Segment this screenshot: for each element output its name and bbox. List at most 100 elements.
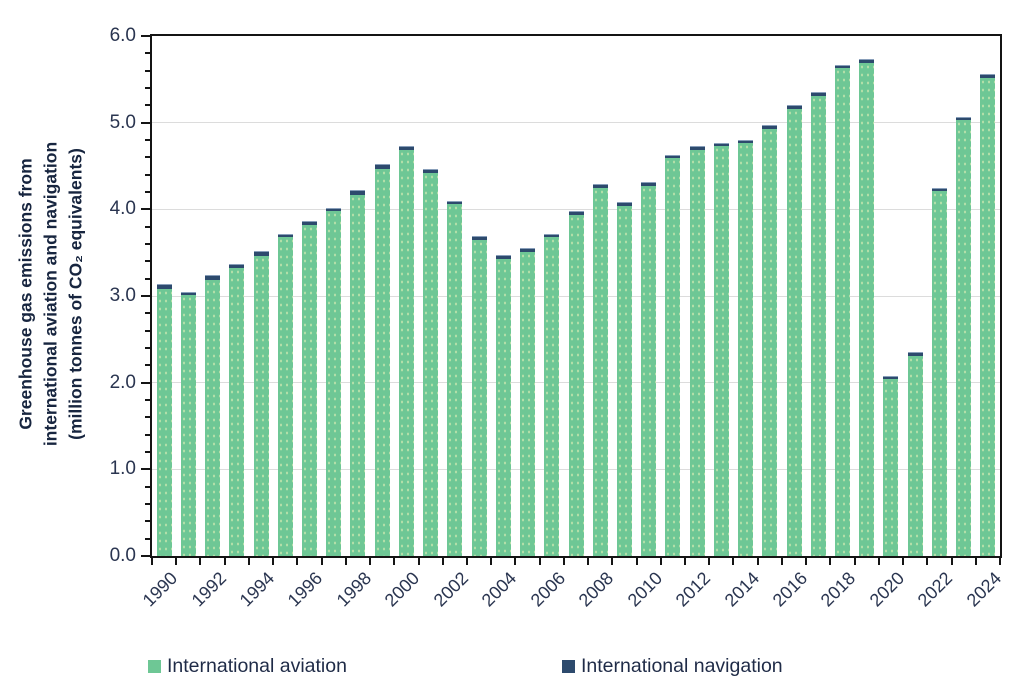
y-minor-tick-0.2 [145, 537, 150, 540]
x-tick-9 [369, 558, 372, 565]
x-tick-2 [199, 558, 202, 565]
aviation-legend-swatch [148, 659, 161, 673]
y-major-tick-5 [141, 121, 150, 124]
bar-navigation-2002 [447, 200, 463, 205]
x-tick-34 [974, 558, 977, 565]
bar-aviation-2018 [835, 68, 850, 556]
bar-aviation-2017 [810, 95, 826, 556]
x-tick-6 [296, 558, 299, 565]
x-tick-25 [756, 558, 759, 565]
x-tick-23 [708, 558, 711, 565]
y-minor-tick-5.4 [145, 87, 150, 89]
x-tick-24 [732, 558, 735, 565]
bar-navigation-2024 [980, 74, 996, 78]
y-tick-label-4.0: 4.0 [109, 198, 136, 220]
x-tick-5 [272, 558, 275, 565]
bar-navigation-2023 [956, 116, 972, 121]
x-tick-17 [562, 558, 565, 565]
bar-aviation-2003 [471, 239, 487, 556]
x-tick-label-1996: 1996 [284, 568, 327, 611]
bar-aviation-1992 [205, 279, 221, 556]
y-major-tick-3 [141, 295, 150, 297]
bar-aviation-1997 [326, 211, 342, 556]
bar-aviation-2005 [520, 251, 536, 556]
y-major-tick-2 [141, 381, 150, 384]
bar-aviation-1995 [277, 237, 293, 556]
bar-aviation-2022 [931, 191, 947, 556]
x-tick-label-2002: 2002 [429, 568, 472, 611]
bar-aviation-2011 [665, 158, 681, 556]
y-minor-tick-3.8 [145, 225, 150, 228]
bar-aviation-2006 [544, 237, 560, 556]
bar-navigation-2016 [786, 105, 802, 109]
bar-navigation-2012 [689, 146, 705, 150]
gridline-5 [152, 122, 1000, 124]
y-minor-tick-4.4 [145, 173, 150, 176]
bar-navigation-2009 [616, 202, 632, 206]
y-minor-tick-4.6 [145, 156, 150, 159]
x-tick-label-2022: 2022 [914, 568, 957, 611]
x-tick-22 [684, 558, 687, 565]
y-minor-tick-1.4 [145, 433, 150, 436]
bar-navigation-2003 [471, 236, 487, 240]
x-tick-35 [999, 558, 1001, 565]
x-tick-12 [441, 558, 444, 565]
y-major-tick-6 [141, 35, 150, 37]
x-tick-28 [829, 558, 832, 565]
x-tick-27 [805, 558, 808, 565]
x-tick-26 [780, 558, 783, 565]
x-tick-label-2012: 2012 [671, 568, 715, 611]
bar-navigation-2010 [641, 182, 657, 186]
bar-navigation-1996 [301, 221, 317, 225]
x-tick-21 [659, 558, 662, 565]
x-tick-30 [877, 558, 880, 565]
bar-aviation-2019 [859, 62, 875, 556]
y-minor-tick-2.8 [145, 312, 150, 315]
y-minor-tick-5.8 [145, 52, 150, 55]
x-tick-11 [417, 558, 420, 565]
y-minor-tick-0.6 [145, 503, 150, 505]
bar-navigation-2006 [544, 233, 560, 238]
x-tick-label-1994: 1994 [235, 568, 279, 611]
bar-navigation-2004 [495, 255, 511, 259]
x-tick-label-2018: 2018 [817, 568, 860, 611]
x-tick-label-1998: 1998 [332, 568, 376, 611]
bar-aviation-2001 [423, 172, 439, 556]
y-tick-label-5.0: 5.0 [109, 111, 136, 133]
bar-navigation-1994 [253, 250, 269, 257]
x-tick-0 [151, 558, 153, 565]
y-axis-title-line-2: international aviation and navigation [40, 141, 61, 447]
x-tick-label-2006: 2006 [526, 568, 569, 611]
bar-aviation-1998 [350, 194, 366, 556]
x-tick-29 [853, 558, 856, 565]
legend-item-aviation: International aviation [148, 655, 347, 677]
x-tick-label-1990: 1990 [138, 568, 182, 611]
y-minor-tick-1.6 [145, 416, 150, 419]
y-axis-title: Greenhouse gas emissions from internatio… [8, 34, 94, 554]
x-tick-33 [950, 558, 953, 565]
bar-navigation-1991 [180, 291, 196, 296]
y-minor-tick-3.2 [145, 277, 150, 280]
bar-navigation-1998 [350, 190, 366, 195]
x-tick-8 [344, 558, 347, 565]
y-major-tick-0 [141, 555, 150, 557]
x-tick-14 [490, 558, 493, 565]
bar-navigation-1993 [229, 263, 245, 269]
bar-aviation-2020 [883, 379, 899, 556]
y-minor-tick-0.8 [145, 485, 150, 488]
x-tick-31 [902, 558, 905, 565]
y-minor-tick-1.8 [145, 399, 150, 401]
x-tick-18 [587, 558, 590, 565]
bar-aviation-2023 [956, 120, 972, 556]
bar-aviation-1993 [229, 268, 245, 556]
x-tick-1 [175, 558, 178, 565]
bar-aviation-1991 [180, 295, 196, 556]
bar-aviation-2016 [786, 108, 802, 556]
x-tick-label-2000: 2000 [381, 568, 424, 611]
y-major-tick-4 [141, 208, 150, 211]
y-minor-tick-2.2 [145, 364, 150, 367]
y-tick-label-3.0: 3.0 [109, 285, 136, 306]
bar-navigation-1992 [205, 275, 221, 280]
bar-aviation-2007 [568, 214, 584, 556]
